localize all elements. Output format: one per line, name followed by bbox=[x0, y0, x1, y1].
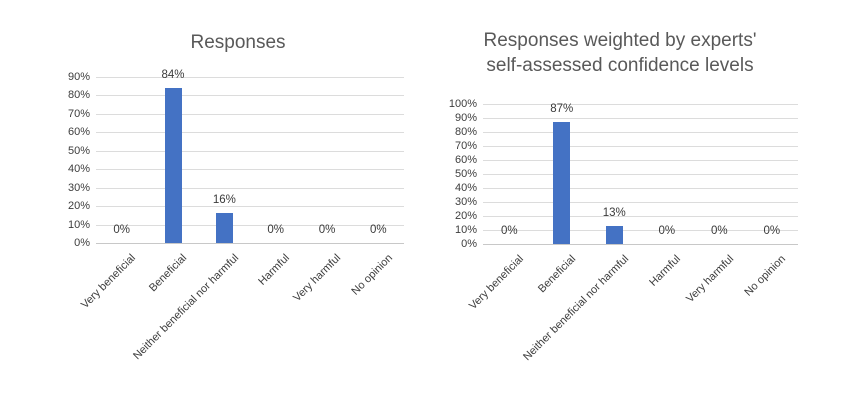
gridline bbox=[483, 230, 798, 231]
gridline bbox=[96, 224, 404, 226]
data-label: 16% bbox=[212, 194, 236, 207]
y-axis-tick-label: 10% bbox=[67, 218, 90, 231]
y-axis-tick-label: 40% bbox=[454, 182, 477, 194]
x-axis-category-label: Harmful bbox=[647, 253, 684, 289]
gridline bbox=[483, 118, 798, 119]
chart-title-text: Responses bbox=[190, 32, 286, 53]
gridline bbox=[96, 95, 404, 97]
chart-responses: Responses 90% 80% 70% 60% 50% 40% 30% 20% 10% 0% 0… bbox=[58, 30, 418, 363]
gridline bbox=[483, 104, 798, 105]
data-label: 0% bbox=[710, 225, 728, 237]
y-axis-tick-label: 60% bbox=[454, 154, 477, 166]
chart-title: Responses weighted by experts' self-asse… bbox=[435, 28, 805, 78]
data-label: 87% bbox=[550, 103, 574, 116]
gridline bbox=[96, 113, 404, 115]
x-axis-category-label: Neither beneficial nor harmful bbox=[130, 252, 241, 363]
x-axis-category-label: Very harmful bbox=[683, 253, 736, 306]
gridline bbox=[483, 132, 798, 133]
chart-title-line-2: self-assessed confidence levels bbox=[486, 55, 754, 76]
gridline bbox=[96, 206, 404, 208]
y-axis-tick-label: 50% bbox=[454, 168, 477, 180]
data-label: 0% bbox=[763, 225, 781, 237]
gridline bbox=[96, 169, 404, 171]
y-axis-tick-label: 80% bbox=[454, 126, 477, 138]
y-axis-tick-label: 100% bbox=[448, 98, 477, 110]
gridline bbox=[483, 174, 798, 175]
x-axis-line bbox=[483, 244, 798, 245]
bar-neither-beneficial-nor-harmful bbox=[215, 213, 233, 243]
data-label: 84% bbox=[161, 69, 185, 82]
y-axis-tick-label: 0% bbox=[461, 238, 477, 250]
x-axis-category-label: No opinion bbox=[349, 252, 395, 298]
bar-beneficial bbox=[553, 122, 571, 244]
chart-weighted-responses: Responses weighted by experts' self-asse… bbox=[425, 0, 850, 409]
x-axis-line bbox=[96, 243, 404, 244]
y-axis-tick-label: 30% bbox=[454, 196, 477, 208]
y-axis-tick-label: 10% bbox=[454, 224, 477, 236]
data-label: 13% bbox=[602, 206, 626, 219]
gridline bbox=[96, 132, 404, 134]
x-axis-category-label: Beneficial bbox=[147, 252, 190, 295]
gridline bbox=[483, 146, 798, 147]
gridline bbox=[483, 202, 798, 203]
bar-beneficial bbox=[164, 88, 182, 243]
data-label: 0% bbox=[658, 225, 676, 237]
y-axis-tick-label: 0% bbox=[74, 237, 90, 249]
y-axis-tick-label: 20% bbox=[67, 200, 90, 213]
gridline bbox=[483, 216, 798, 217]
data-label: 0% bbox=[113, 224, 130, 236]
y-axis-tick-label: 30% bbox=[67, 181, 90, 194]
x-axis-category-label: Very beneficial bbox=[79, 252, 139, 312]
data-label: 0% bbox=[500, 225, 518, 237]
x-axis-category-label: Harmful bbox=[256, 252, 293, 288]
data-label: 0% bbox=[370, 224, 387, 236]
x-axis-category-label: Very beneficial bbox=[466, 253, 526, 313]
gridline bbox=[96, 77, 404, 78]
y-axis-tick-label: 70% bbox=[67, 107, 90, 120]
y-axis-tick-label: 60% bbox=[67, 126, 90, 139]
data-label: 0% bbox=[267, 224, 284, 236]
gridline bbox=[483, 160, 798, 161]
y-axis-tick-label: 40% bbox=[67, 163, 90, 176]
gridline bbox=[96, 150, 404, 152]
x-axis-category-label: Neither beneficial nor harmful bbox=[520, 253, 631, 364]
y-axis-tick-label: 50% bbox=[67, 144, 90, 157]
y-axis-tick-label: 70% bbox=[454, 140, 477, 152]
x-axis-category-label: Very harmful bbox=[291, 252, 344, 305]
gridline bbox=[96, 187, 404, 189]
chart-title-line-1: Responses weighted by experts' bbox=[483, 30, 757, 51]
y-axis-tick-label: 80% bbox=[67, 89, 90, 102]
y-axis-tick-label: 90% bbox=[454, 112, 477, 124]
data-label: 0% bbox=[318, 224, 336, 236]
bar-neither-beneficial-nor-harmful bbox=[605, 225, 623, 244]
y-axis-tick-label: 20% bbox=[454, 210, 477, 222]
y-axis-tick-label: 90% bbox=[67, 71, 90, 83]
x-axis-category-label: Beneficial bbox=[536, 253, 579, 296]
x-axis-category-label: No opinion bbox=[742, 253, 789, 299]
chart-title: Responses bbox=[58, 30, 418, 55]
gridline bbox=[483, 188, 798, 189]
